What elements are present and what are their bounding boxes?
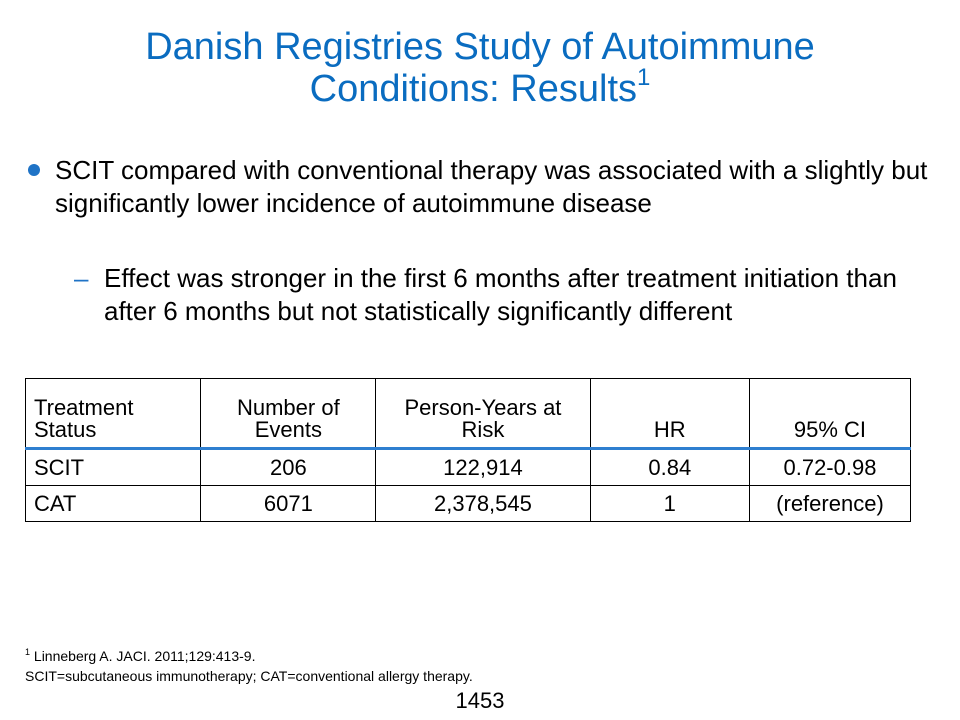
footnote-reference: 1 Linneberg A. JACI. 2011;129:413-9. <box>25 646 925 666</box>
table-cell: CAT <box>24 485 202 522</box>
table-cell: 1 <box>589 485 750 522</box>
table-cell: 6071 <box>200 485 377 522</box>
table-cell: 0.72-0.98 <box>748 448 912 486</box>
footnote: 1 Linneberg A. JACI. 2011;129:413-9. SCI… <box>25 646 925 686</box>
results-table: Treatment Status Number of Events Person… <box>24 378 912 522</box>
title-footnote-marker: 1 <box>637 64 651 91</box>
header-person-years: Person-Years at Risk <box>375 378 591 450</box>
sub-bullet-text: Effect was stronger in the first 6 month… <box>104 263 897 326</box>
title-line-1: Danish Registries Study of Autoimmune <box>145 26 815 68</box>
bullet-dot-icon <box>28 164 40 176</box>
slide-number: 1453 <box>455 688 505 713</box>
footnote-citation: Linneberg A. JACI. 2011;129:413-9. <box>30 648 256 664</box>
footnote-abbreviations: SCIT=subcutaneous immunotherapy; CAT=con… <box>25 668 473 684</box>
main-bullet-text: SCIT compared with conventional therapy … <box>55 155 928 218</box>
table-row: CAT 6071 2,378,545 1 (reference) <box>24 485 912 522</box>
table-cell: SCIT <box>24 448 202 486</box>
table-cell: 122,914 <box>375 448 591 486</box>
table-cell: 2,378,545 <box>375 485 591 522</box>
dash-icon: – <box>74 263 89 293</box>
header-number-of-events: Number of Events <box>200 378 377 450</box>
table-header-row: Treatment Status Number of Events Person… <box>24 378 912 450</box>
header-ci: 95% CI <box>748 378 912 450</box>
footnote-marker: 1 <box>25 647 31 657</box>
header-treatment-status: Treatment Status <box>24 378 202 450</box>
title-line-2: Conditions: Results <box>309 68 638 110</box>
header-hr: HR <box>589 378 750 450</box>
table-cell: (reference) <box>748 485 912 522</box>
table-cell: 206 <box>200 448 377 486</box>
table-cell: 0.84 <box>589 448 750 486</box>
slide-title: Danish Registries Study of Autoimmune Co… <box>20 26 940 110</box>
table-row: SCIT 206 122,914 0.84 0.72-0.98 <box>24 448 912 486</box>
